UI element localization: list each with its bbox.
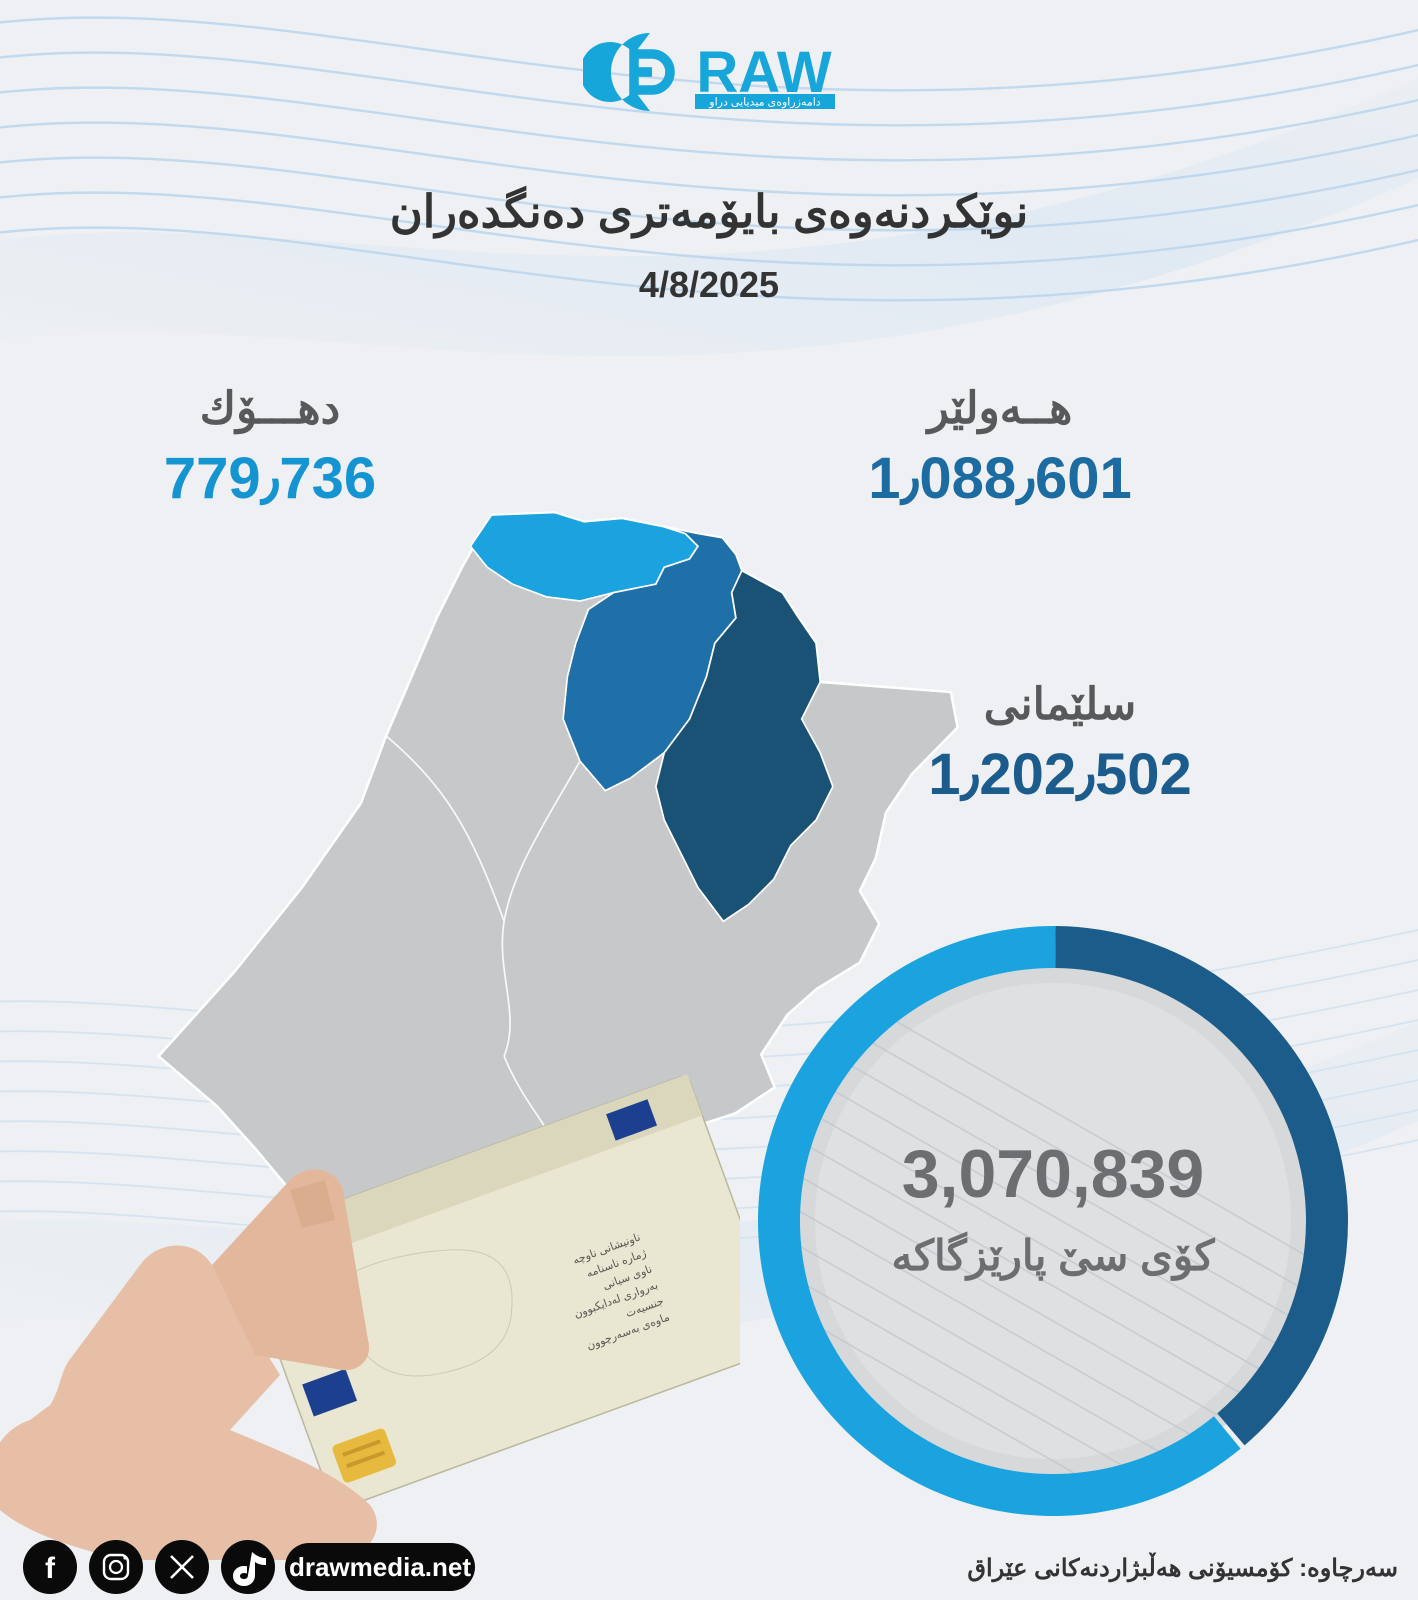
svg-text:دامەزراوەی میدیایی دراو: دامەزراوەی میدیایی دراو [708, 97, 821, 109]
